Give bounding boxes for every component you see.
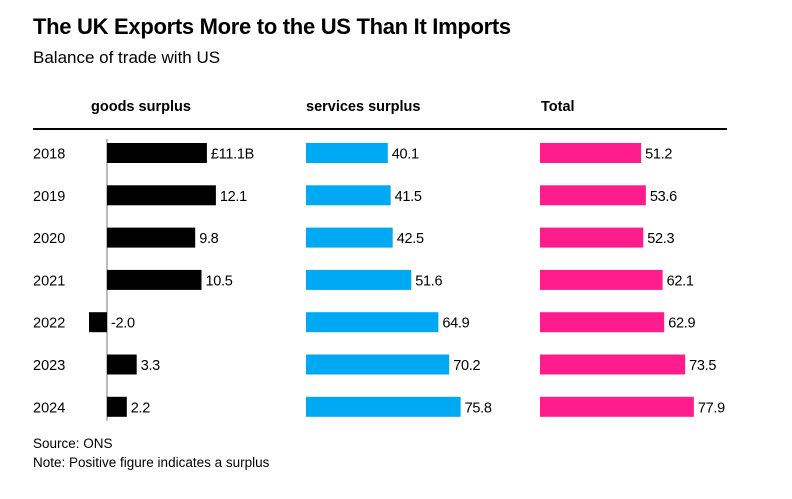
data-label-Total-2020: 52.3 — [647, 231, 674, 247]
data-label-goods-surplus-2021: 10.5 — [206, 273, 233, 289]
data-label-Total-2018: 51.2 — [645, 147, 672, 163]
column-header-goods: goods surplus — [91, 99, 191, 115]
bar-goods-surplus-2019 — [107, 185, 216, 206]
bar-goods-surplus-2023 — [107, 354, 137, 375]
row-label-2020: 2020 — [33, 231, 65, 247]
data-label-Total-2021: 62.1 — [667, 273, 694, 289]
data-label-services-surplus-2021: 51.6 — [415, 273, 442, 289]
footnote: Note: Positive figure indicates a surplu… — [33, 455, 270, 470]
bar-services-surplus-2020 — [306, 227, 393, 248]
data-label-goods-surplus-2019: 12.1 — [220, 189, 247, 205]
row-label-2022: 2022 — [33, 316, 65, 332]
bar-services-surplus-2021 — [306, 269, 412, 290]
row-label-2024: 2024 — [33, 400, 65, 416]
data-label-goods-surplus-2024: 2.2 — [131, 400, 150, 416]
bar-goods-surplus-2024 — [107, 396, 127, 417]
data-label-goods-surplus-2018: £11.1B — [211, 147, 254, 163]
bar-Total-2018 — [540, 143, 642, 163]
chart-subtitle: Balance of trade with US — [33, 48, 221, 67]
bar-services-surplus-2023 — [306, 354, 450, 375]
data-label-Total-2019: 53.6 — [650, 189, 677, 205]
data-label-services-surplus-2022: 64.9 — [442, 316, 469, 332]
data-label-Total-2024: 77.9 — [698, 400, 725, 416]
row-label-2021: 2021 — [33, 273, 65, 289]
data-label-Total-2023: 73.5 — [689, 358, 716, 374]
bar-goods-surplus-2021 — [107, 269, 202, 290]
header-divider — [33, 128, 727, 130]
column-header-total: Total — [541, 99, 575, 115]
row-label-2018: 2018 — [33, 147, 65, 163]
data-label-services-surplus-2019: 41.5 — [395, 189, 422, 205]
source-note: Source: ONS — [33, 436, 113, 451]
data-label-services-surplus-2018: 40.1 — [392, 147, 419, 163]
bar-goods-surplus-2020 — [107, 227, 196, 248]
bar-Total-2019 — [540, 185, 646, 206]
column-header-services: services surplus — [306, 99, 421, 115]
data-label-services-surplus-2023: 70.2 — [453, 358, 480, 374]
data-label-goods-surplus-2023: 3.3 — [141, 358, 160, 374]
bar-Total-2022 — [540, 312, 665, 333]
bar-goods-surplus-2018 — [107, 143, 207, 163]
bar-services-surplus-2018 — [306, 143, 388, 163]
data-label-Total-2022: 62.9 — [668, 316, 695, 332]
bar-Total-2024 — [540, 396, 694, 417]
chart-title: The UK Exports More to the US Than It Im… — [33, 14, 511, 39]
bar-Total-2023 — [540, 354, 686, 375]
bar-goods-surplus-2022 — [89, 312, 107, 333]
data-label-services-surplus-2020: 42.5 — [397, 231, 424, 247]
data-label-goods-surplus-2020: 9.8 — [199, 231, 218, 247]
bar-services-surplus-2019 — [306, 185, 391, 206]
bar-services-surplus-2024 — [306, 396, 461, 417]
row-label-2019: 2019 — [33, 189, 65, 205]
bar-services-surplus-2022 — [306, 312, 439, 333]
data-label-services-surplus-2024: 75.8 — [465, 400, 492, 416]
bar-Total-2021 — [540, 269, 663, 290]
row-label-2023: 2023 — [33, 358, 65, 374]
bar-Total-2020 — [540, 227, 644, 248]
data-label-goods-surplus-2022: -2.0 — [111, 316, 135, 332]
